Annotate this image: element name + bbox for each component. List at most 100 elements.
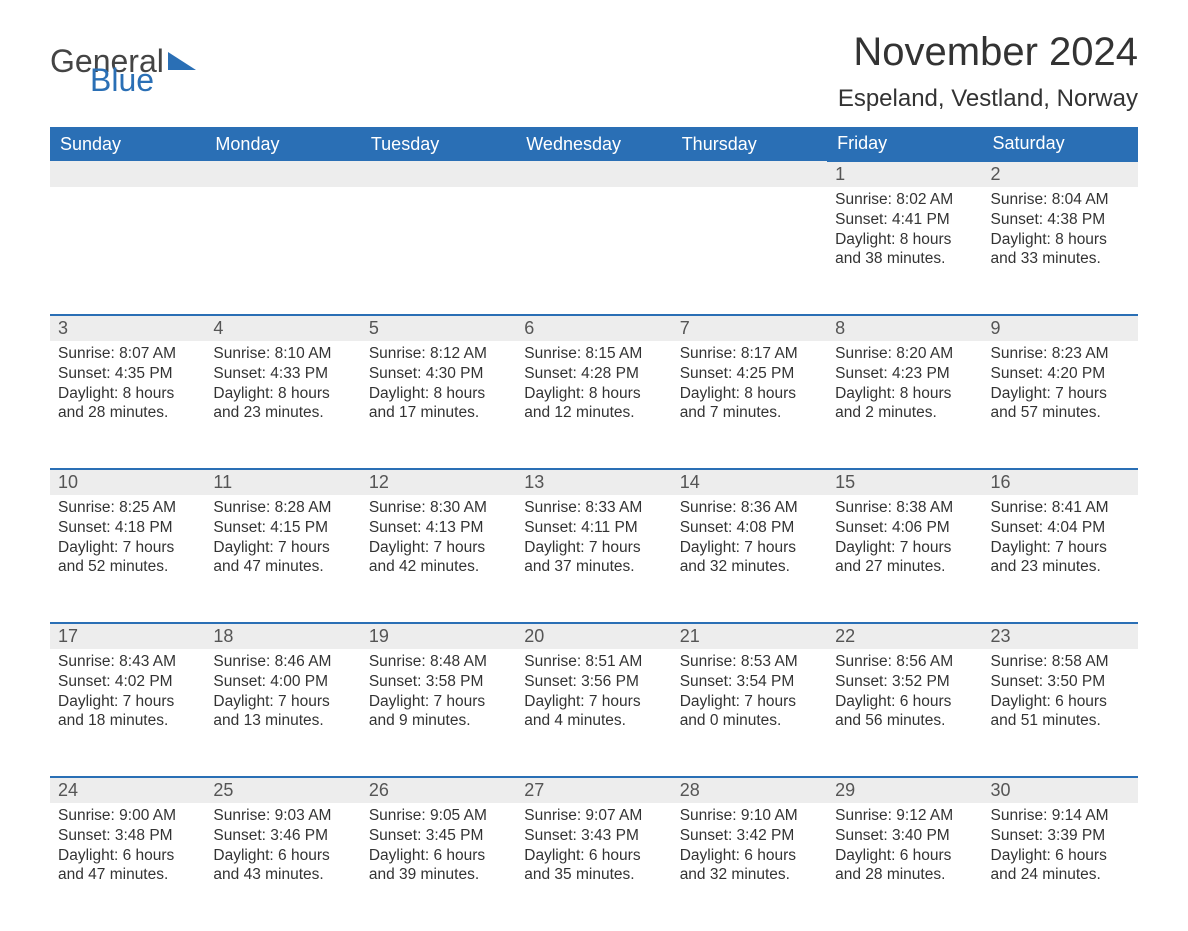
day-details: Sunrise: 8:07 AMSunset: 4:35 PMDaylight:… bbox=[58, 341, 197, 423]
sunrise-text: Sunrise: 8:53 AM bbox=[680, 652, 819, 672]
day-cell bbox=[205, 187, 360, 315]
sunrise-text: Sunrise: 8:15 AM bbox=[524, 344, 663, 364]
weekday-header: Saturday bbox=[983, 127, 1138, 161]
daylight-text-1: Daylight: 7 hours bbox=[835, 538, 974, 558]
sunset-text: Sunset: 3:40 PM bbox=[835, 826, 974, 846]
sunrise-text: Sunrise: 8:17 AM bbox=[680, 344, 819, 364]
daylight-text-1: Daylight: 6 hours bbox=[524, 846, 663, 866]
day-cell: Sunrise: 8:41 AMSunset: 4:04 PMDaylight:… bbox=[983, 495, 1138, 623]
day-cell: Sunrise: 9:07 AMSunset: 3:43 PMDaylight:… bbox=[516, 803, 671, 931]
daylight-text-2: and 47 minutes. bbox=[213, 557, 352, 577]
sunset-text: Sunset: 4:15 PM bbox=[213, 518, 352, 538]
day-details: Sunrise: 8:41 AMSunset: 4:04 PMDaylight:… bbox=[991, 495, 1130, 577]
sunset-text: Sunset: 4:08 PM bbox=[680, 518, 819, 538]
daylight-text-1: Daylight: 8 hours bbox=[680, 384, 819, 404]
day-cell: Sunrise: 9:05 AMSunset: 3:45 PMDaylight:… bbox=[361, 803, 516, 931]
day-details: Sunrise: 8:15 AMSunset: 4:28 PMDaylight:… bbox=[524, 341, 663, 423]
daylight-text-1: Daylight: 7 hours bbox=[58, 538, 197, 558]
daylight-text-2: and 18 minutes. bbox=[58, 711, 197, 731]
day-details: Sunrise: 8:33 AMSunset: 4:11 PMDaylight:… bbox=[524, 495, 663, 577]
sunrise-text: Sunrise: 9:00 AM bbox=[58, 806, 197, 826]
day-number-cell: 24 bbox=[50, 777, 205, 803]
day-number-cell: 12 bbox=[361, 469, 516, 495]
weekday-header: Tuesday bbox=[361, 127, 516, 161]
daylight-text-1: Daylight: 8 hours bbox=[991, 230, 1130, 250]
day-cell: Sunrise: 8:36 AMSunset: 4:08 PMDaylight:… bbox=[672, 495, 827, 623]
day-details: Sunrise: 8:02 AMSunset: 4:41 PMDaylight:… bbox=[835, 187, 974, 269]
day-content-row: Sunrise: 8:43 AMSunset: 4:02 PMDaylight:… bbox=[50, 649, 1138, 777]
daylight-text-2: and 33 minutes. bbox=[991, 249, 1130, 269]
day-cell: Sunrise: 9:12 AMSunset: 3:40 PMDaylight:… bbox=[827, 803, 982, 931]
day-number-cell: 15 bbox=[827, 469, 982, 495]
sunset-text: Sunset: 4:04 PM bbox=[991, 518, 1130, 538]
day-cell: Sunrise: 8:53 AMSunset: 3:54 PMDaylight:… bbox=[672, 649, 827, 777]
daylight-text-2: and 2 minutes. bbox=[835, 403, 974, 423]
sunset-text: Sunset: 3:42 PM bbox=[680, 826, 819, 846]
daylight-text-2: and 52 minutes. bbox=[58, 557, 197, 577]
day-number-cell bbox=[50, 161, 205, 187]
sunrise-text: Sunrise: 8:23 AM bbox=[991, 344, 1130, 364]
sunset-text: Sunset: 4:35 PM bbox=[58, 364, 197, 384]
daylight-text-1: Daylight: 7 hours bbox=[369, 538, 508, 558]
weekday-header: Friday bbox=[827, 127, 982, 161]
location-label: Espeland, Vestland, Norway bbox=[838, 85, 1138, 113]
weekday-header: Thursday bbox=[672, 127, 827, 161]
sunset-text: Sunset: 4:38 PM bbox=[991, 210, 1130, 230]
day-details: Sunrise: 9:03 AMSunset: 3:46 PMDaylight:… bbox=[213, 803, 352, 885]
sunrise-text: Sunrise: 9:05 AM bbox=[369, 806, 508, 826]
daylight-text-2: and 0 minutes. bbox=[680, 711, 819, 731]
day-number-cell: 19 bbox=[361, 623, 516, 649]
day-cell: Sunrise: 8:56 AMSunset: 3:52 PMDaylight:… bbox=[827, 649, 982, 777]
daylight-text-2: and 28 minutes. bbox=[58, 403, 197, 423]
sunset-text: Sunset: 4:28 PM bbox=[524, 364, 663, 384]
day-cell: Sunrise: 8:17 AMSunset: 4:25 PMDaylight:… bbox=[672, 341, 827, 469]
day-details: Sunrise: 8:23 AMSunset: 4:20 PMDaylight:… bbox=[991, 341, 1130, 423]
day-content-row: Sunrise: 8:25 AMSunset: 4:18 PMDaylight:… bbox=[50, 495, 1138, 623]
day-number-cell: 25 bbox=[205, 777, 360, 803]
day-details: Sunrise: 8:43 AMSunset: 4:02 PMDaylight:… bbox=[58, 649, 197, 731]
daylight-text-2: and 32 minutes. bbox=[680, 557, 819, 577]
day-content-row: Sunrise: 9:00 AMSunset: 3:48 PMDaylight:… bbox=[50, 803, 1138, 931]
day-cell bbox=[516, 187, 671, 315]
daylight-text-2: and 27 minutes. bbox=[835, 557, 974, 577]
daylight-text-1: Daylight: 8 hours bbox=[835, 230, 974, 250]
day-number-cell: 4 bbox=[205, 315, 360, 341]
day-number-cell bbox=[516, 161, 671, 187]
daylight-text-2: and 17 minutes. bbox=[369, 403, 508, 423]
sunset-text: Sunset: 4:06 PM bbox=[835, 518, 974, 538]
sunrise-text: Sunrise: 8:43 AM bbox=[58, 652, 197, 672]
day-cell: Sunrise: 8:46 AMSunset: 4:00 PMDaylight:… bbox=[205, 649, 360, 777]
day-number-cell: 10 bbox=[50, 469, 205, 495]
day-number-cell: 1 bbox=[827, 161, 982, 187]
day-cell: Sunrise: 8:51 AMSunset: 3:56 PMDaylight:… bbox=[516, 649, 671, 777]
day-details: Sunrise: 9:10 AMSunset: 3:42 PMDaylight:… bbox=[680, 803, 819, 885]
sunrise-text: Sunrise: 8:41 AM bbox=[991, 498, 1130, 518]
daylight-text-2: and 13 minutes. bbox=[213, 711, 352, 731]
day-details: Sunrise: 8:56 AMSunset: 3:52 PMDaylight:… bbox=[835, 649, 974, 731]
sunrise-text: Sunrise: 9:10 AM bbox=[680, 806, 819, 826]
sunset-text: Sunset: 4:30 PM bbox=[369, 364, 508, 384]
day-details: Sunrise: 9:05 AMSunset: 3:45 PMDaylight:… bbox=[369, 803, 508, 885]
day-details: Sunrise: 8:38 AMSunset: 4:06 PMDaylight:… bbox=[835, 495, 974, 577]
day-cell: Sunrise: 9:14 AMSunset: 3:39 PMDaylight:… bbox=[983, 803, 1138, 931]
day-content-row: Sunrise: 8:02 AMSunset: 4:41 PMDaylight:… bbox=[50, 187, 1138, 315]
day-cell: Sunrise: 8:20 AMSunset: 4:23 PMDaylight:… bbox=[827, 341, 982, 469]
day-details: Sunrise: 8:10 AMSunset: 4:33 PMDaylight:… bbox=[213, 341, 352, 423]
day-number-cell: 27 bbox=[516, 777, 671, 803]
day-number-cell: 6 bbox=[516, 315, 671, 341]
weekday-header-row: Sunday Monday Tuesday Wednesday Thursday… bbox=[50, 127, 1138, 161]
sunset-text: Sunset: 4:41 PM bbox=[835, 210, 974, 230]
sunrise-text: Sunrise: 8:12 AM bbox=[369, 344, 508, 364]
daylight-text-1: Daylight: 7 hours bbox=[213, 538, 352, 558]
daylight-text-1: Daylight: 6 hours bbox=[58, 846, 197, 866]
daylight-text-1: Daylight: 8 hours bbox=[835, 384, 974, 404]
calendar-table: Sunday Monday Tuesday Wednesday Thursday… bbox=[50, 127, 1138, 931]
day-content-row: Sunrise: 8:07 AMSunset: 4:35 PMDaylight:… bbox=[50, 341, 1138, 469]
page-title: November 2024 bbox=[838, 30, 1138, 75]
day-number-cell: 9 bbox=[983, 315, 1138, 341]
sunrise-text: Sunrise: 9:07 AM bbox=[524, 806, 663, 826]
daylight-text-2: and 51 minutes. bbox=[991, 711, 1130, 731]
day-cell: Sunrise: 8:25 AMSunset: 4:18 PMDaylight:… bbox=[50, 495, 205, 623]
daylight-text-1: Daylight: 6 hours bbox=[835, 846, 974, 866]
daylight-text-1: Daylight: 7 hours bbox=[680, 692, 819, 712]
